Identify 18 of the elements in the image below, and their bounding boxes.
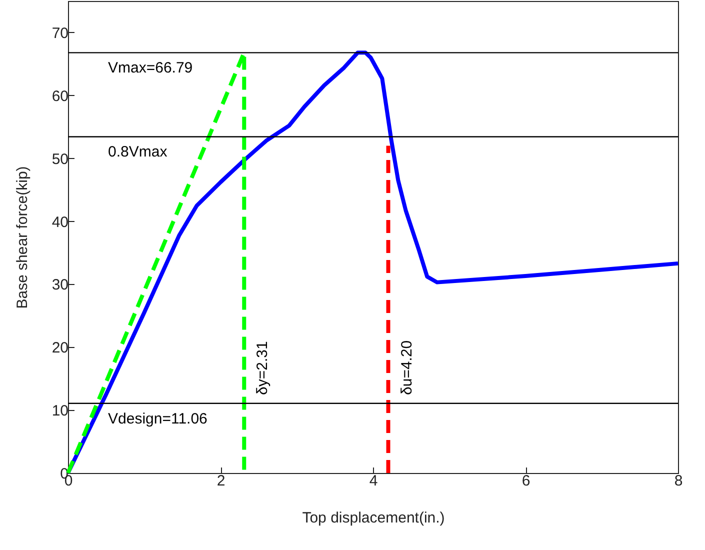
x-tick-label: 2 — [216, 472, 226, 490]
y-tick-label: 30 — [52, 276, 68, 294]
ref-line-label: Vmax=66.79 — [108, 60, 193, 77]
y-tick-label: 40 — [52, 214, 68, 231]
ref-line-label: Vdesign=11.06 — [108, 410, 208, 428]
y-axis-title: Base shear force(kip) — [14, 166, 31, 309]
annotation: δu=4.20 — [398, 340, 416, 395]
y-tick-label: 60 — [52, 88, 68, 105]
annotation: δy=2.31 — [254, 341, 272, 395]
y-tick-label: 10 — [52, 402, 68, 420]
ref-line-label: 0.8Vmax — [108, 144, 168, 161]
x-tick-label: 4 — [369, 472, 378, 490]
y-tick-label: 20 — [52, 340, 68, 357]
x-tick-label: 6 — [522, 472, 530, 490]
x-axis-title: Top displacement(in.) — [302, 510, 445, 526]
x-tick-label: 8 — [674, 472, 683, 490]
y-tick-label: 50 — [52, 150, 68, 168]
y-tick-label: 70 — [52, 24, 68, 42]
